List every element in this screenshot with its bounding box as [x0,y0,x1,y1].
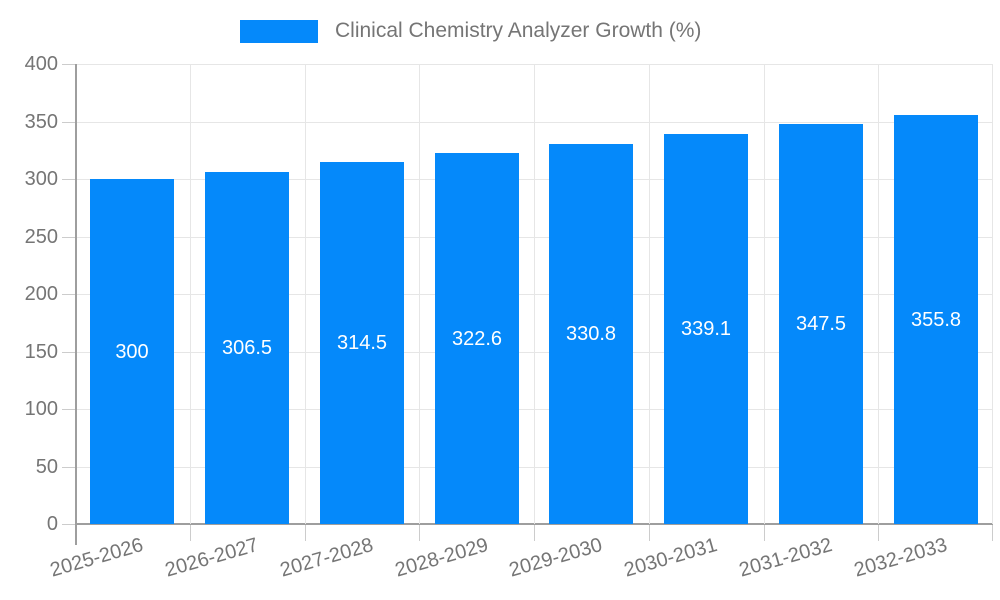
x-tick-label: 2030-2031 [622,534,721,582]
bar: 330.8 [549,144,633,524]
gridline-vertical [878,64,879,524]
bar: 347.5 [779,124,863,524]
bar: 355.8 [894,115,978,524]
bar-value-label: 306.5 [221,337,273,359]
bar-value-label: 300 [115,341,149,363]
y-axis-tick [62,237,75,238]
x-axis-tick [534,525,535,541]
gridline-vertical [419,64,420,524]
x-tick-label: 2027-2028 [278,534,377,582]
legend-label: Clinical Chemistry Analyzer Growth (%) [335,19,702,42]
bar-value-label: 347.5 [795,313,847,335]
x-axis-tick [75,525,77,545]
gridline-vertical [992,64,993,524]
bar-value-label: 355.8 [910,309,962,331]
x-axis-tick [878,525,879,541]
y-tick-label: 250 [24,226,58,248]
y-axis-tick [62,122,75,123]
y-tick-label: 350 [24,111,58,133]
y-axis-tick [62,467,75,468]
bar: 322.6 [435,153,519,524]
bar: 306.5 [205,172,289,524]
gridline-vertical [190,64,191,524]
plot-area: 300 306.5 314.5 322.6 330.8 339.1 347.5 355.8 [75,64,993,525]
x-axis-baseline [75,523,993,525]
x-tick-label: 2028-2029 [393,534,492,582]
x-axis-tick [305,525,306,541]
legend-swatch [240,19,318,43]
x-tick-label: 2026-2027 [163,534,262,582]
bar: 339.1 [664,134,748,524]
y-tick-label: 50 [35,456,58,478]
bar-value-label: 339.1 [680,318,732,340]
y-axis-tick [62,524,75,525]
bar-value-label: 314.5 [336,332,388,354]
x-tick-label: 2032-2033 [852,534,951,582]
x-tick-label: 2029-2030 [507,534,606,582]
y-axis-tick [62,352,75,353]
gridline-vertical [305,64,306,524]
gridline-vertical [649,64,650,524]
y-tick-label: 300 [24,168,58,190]
x-tick-label: 2025-2026 [48,534,147,582]
x-tick-label: 2031-2032 [737,534,836,582]
legend: Clinical Chemistry Analyzer Growth (%) [240,19,701,43]
x-axis-tick [649,525,650,541]
x-axis-tick [764,525,765,541]
y-axis-tick [62,409,75,410]
x-axis-tick [419,525,420,541]
y-tick-label: 100 [24,398,58,420]
gridline-vertical [764,64,765,524]
y-axis-tick [62,64,75,65]
bar: 314.5 [320,162,404,524]
gridline-vertical [534,64,535,524]
x-axis-tick [190,525,191,541]
y-tick-label: 150 [24,341,58,363]
bar-value-label: 330.8 [565,323,617,345]
bar: 300 [90,179,174,524]
y-axis-tick [62,294,75,295]
y-tick-label: 400 [24,53,58,75]
y-tick-label: 200 [24,283,58,305]
y-axis-tick [62,179,75,180]
bar-value-label: 322.6 [451,328,503,350]
y-tick-label: 0 [46,513,58,535]
x-axis-tick [992,525,993,541]
y-axis-line [75,64,77,524]
